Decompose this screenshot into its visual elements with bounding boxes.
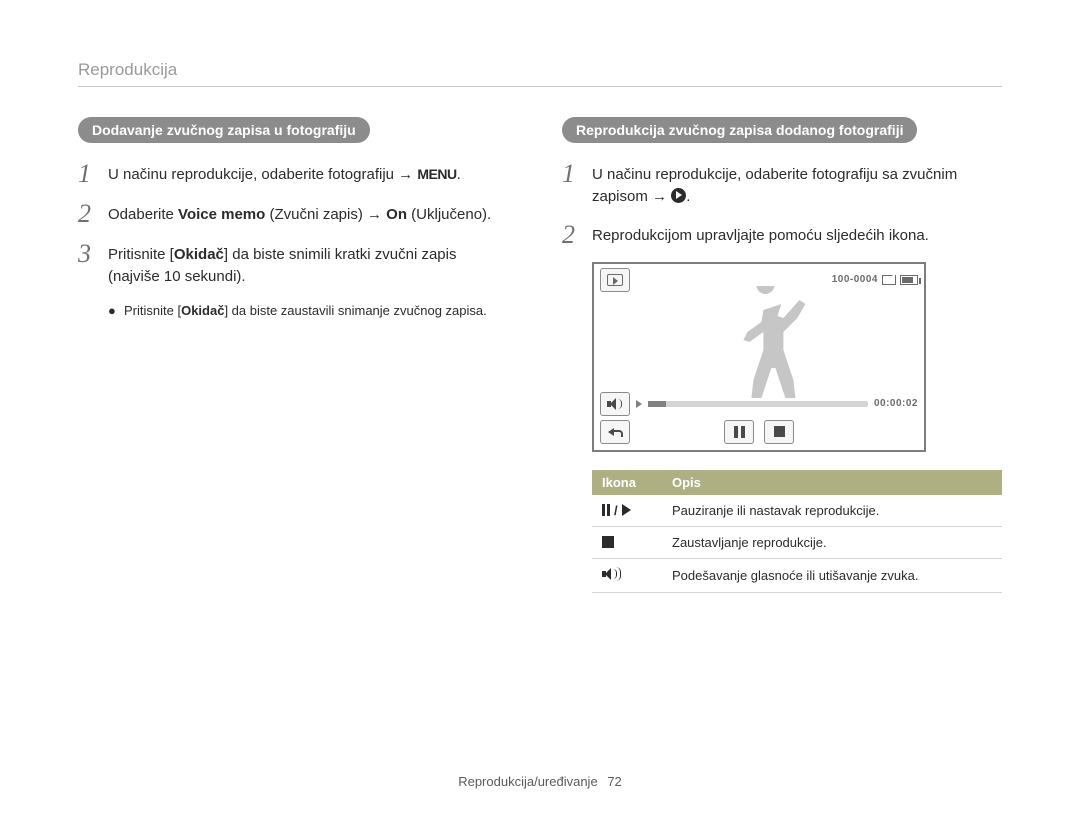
step2-post: (Uključeno).	[407, 206, 491, 223]
page-footer: Reprodukcija/uređivanje 72	[0, 774, 1080, 789]
step2-bold2: On	[386, 206, 407, 223]
step3-pre: Pritisnite [	[108, 246, 174, 263]
right-column: Reprodukcija zvučnog zapisa dodanog foto…	[562, 117, 1002, 593]
step2-pre: Odaberite	[108, 206, 178, 223]
bullet-pre: Pritisnite [	[124, 303, 181, 318]
menu-icon: MENU	[417, 166, 456, 182]
step-number: 1	[78, 161, 108, 187]
step-number: 2	[78, 201, 108, 227]
table-row: Podešavanje glasnoće ili utišavanje zvuk…	[592, 558, 1002, 592]
volume-button[interactable]	[600, 392, 630, 416]
battery-icon	[900, 275, 918, 285]
card-icon	[882, 275, 896, 285]
step-1-right: 1 U načinu reprodukcije, odaberite fotog…	[562, 161, 1002, 208]
th-opis: Opis	[662, 470, 1002, 495]
step-3-left: 3 Pritisnite [Okidač] da biste snimili k…	[78, 241, 504, 288]
section-pill-right: Reprodukcija zvučnog zapisa dodanog foto…	[562, 117, 917, 143]
timecode: 00:00:02	[874, 398, 918, 409]
row-desc: Pauziranje ili nastavak reprodukcije.	[662, 495, 1002, 527]
pause-play-icon: /	[602, 503, 652, 518]
row-desc: Podešavanje glasnoće ili utišavanje zvuk…	[662, 558, 1002, 592]
step3-bold: Okidač	[174, 246, 224, 263]
stop-button[interactable]	[764, 420, 794, 444]
progress-bar[interactable]	[648, 401, 868, 407]
r-step2-text: Reprodukcijom upravljajte pomoću sljedeć…	[592, 227, 929, 244]
progress-play-icon	[636, 400, 642, 408]
bullet-note: ● Pritisnite [Okidač] da biste zaustavil…	[108, 302, 504, 320]
play-circle-icon	[671, 188, 686, 203]
step-number: 2	[562, 222, 592, 248]
back-button[interactable]	[600, 420, 630, 444]
page-header: Reprodukcija	[78, 60, 1002, 87]
step-number: 3	[78, 241, 108, 267]
footer-page: 72	[607, 774, 621, 789]
step-2-left: 2 Odaberite Voice memo (Zvučni zapis) → …	[78, 201, 504, 227]
r-step1-text: U načinu reprodukcije, odaberite fotogra…	[592, 166, 957, 205]
step1-text: U načinu reprodukcije, odaberite fotogra…	[108, 166, 413, 183]
step2-mid: (Zvučni zapis) →	[265, 206, 386, 223]
bullet-post: ] da biste zaustavili snimanje zvučnog z…	[224, 303, 486, 318]
file-counter: 100-0004	[832, 274, 878, 285]
footer-text: Reprodukcija/uređivanje	[458, 774, 597, 789]
step-number: 1	[562, 161, 592, 187]
left-column: Dodavanje zvučnog zapisa u fotografiju 1…	[78, 117, 504, 593]
step-1-left: 1 U načinu reprodukcije, odaberite fotog…	[78, 161, 504, 187]
row-desc: Zaustavljanje reprodukcije.	[662, 526, 1002, 558]
table-row: / Pauziranje ili nastavak reprodukcije.	[592, 495, 1002, 527]
step-2-right: 2 Reprodukcijom upravljajte pomoću sljed…	[562, 222, 1002, 248]
icon-table: Ikona Opis / Pauziranje ili nastavak rep…	[592, 470, 1002, 593]
pause-button[interactable]	[724, 420, 754, 444]
section-pill-left: Dodavanje zvučnog zapisa u fotografiju	[78, 117, 370, 143]
playback-mode-icon	[600, 268, 630, 292]
th-ikona: Ikona	[592, 470, 662, 495]
bullet-bold: Okidač	[181, 303, 224, 318]
table-row: Zaustavljanje reprodukcije.	[592, 526, 1002, 558]
volume-icon	[602, 567, 620, 581]
stop-icon	[602, 536, 614, 548]
camera-screen: 100-0004	[592, 262, 926, 452]
step2-bold1: Voice memo	[178, 206, 265, 223]
